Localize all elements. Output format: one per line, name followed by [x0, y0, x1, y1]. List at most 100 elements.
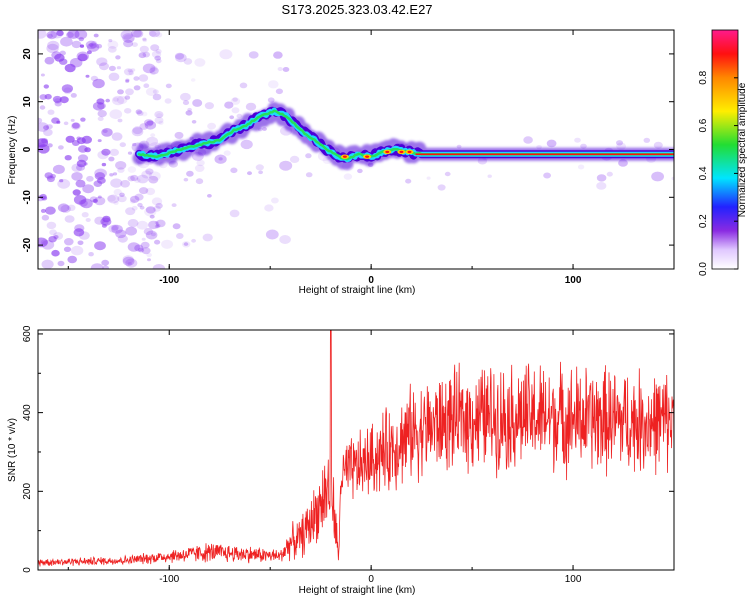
y-tick-label: 20 [22, 48, 33, 60]
noise-blob [63, 246, 72, 252]
noise-blob [123, 68, 134, 76]
noise-blob [275, 88, 283, 95]
noise-blob [596, 174, 607, 182]
noise-blob [224, 101, 234, 109]
noise-blob [444, 171, 451, 177]
noise-blob [54, 53, 65, 62]
noise-blob [191, 238, 197, 243]
noise-blob [277, 67, 283, 71]
noise-blob [151, 197, 163, 206]
noise-blob [132, 126, 143, 135]
y-tick-label: -10 [22, 190, 33, 205]
noise-blob [97, 195, 102, 199]
noise-blob [88, 43, 94, 47]
noise-blob [110, 178, 123, 188]
noise-blob [155, 49, 162, 54]
y-tick-label: 10 [22, 96, 33, 108]
noise-blob [47, 143, 53, 148]
noise-blob [95, 43, 103, 49]
noise-blob [155, 202, 163, 209]
noise-blob [651, 171, 664, 182]
noise-blob [72, 189, 81, 196]
noise-blob [108, 65, 116, 72]
noise-blob [38, 138, 49, 148]
noise-blob [671, 176, 674, 181]
noise-blob [145, 87, 157, 97]
snr-line [38, 330, 674, 567]
colorbar: 0.0 0.2 0.4 0.6 0.8 Normalized spectral ampl… [698, 29, 748, 276]
chart-title: S173.2025.323.03.42.E27 [281, 2, 432, 17]
noise-blob [144, 119, 154, 127]
noise-blob [67, 30, 80, 39]
noise-blob [40, 239, 49, 245]
noise-blob [127, 151, 133, 155]
snr-x-label: Height of straight line (km) [299, 585, 416, 596]
noise-blob [85, 74, 90, 78]
noise-blob [191, 120, 197, 124]
noise-blob [182, 241, 191, 248]
noise-blob [99, 62, 109, 71]
noise-blob [38, 117, 43, 124]
noise-blob [115, 229, 127, 239]
noise-blob [616, 140, 623, 146]
noise-blob [94, 196, 106, 206]
x-tick-label: -100 [159, 275, 179, 286]
noise-blob [116, 95, 128, 105]
noise-blob [151, 50, 162, 58]
noise-blob [149, 31, 157, 37]
noise-blob [51, 51, 62, 60]
noise-blob [174, 131, 184, 139]
noise-blob [119, 192, 125, 197]
noise-blob [77, 154, 89, 163]
noise-blob [136, 110, 144, 116]
noise-blob [47, 33, 53, 39]
noise-blob [130, 174, 139, 182]
snr-plot-area [38, 330, 674, 567]
noise-blob [39, 193, 47, 200]
noise-blob [44, 56, 55, 65]
noise-blob [131, 127, 144, 137]
noise-blob [125, 78, 130, 82]
noise-blob [574, 137, 581, 143]
noise-blob [102, 129, 108, 134]
noise-blob [85, 218, 91, 222]
noise-blob [143, 227, 154, 236]
noise-blob [231, 107, 240, 114]
noise-blob [54, 100, 62, 107]
noise-blob [80, 198, 93, 209]
noise-blob [161, 239, 174, 249]
noise-blob [130, 30, 142, 38]
noise-blob [111, 224, 123, 234]
noise-blob [48, 236, 57, 243]
noise-blob [155, 32, 163, 38]
noise-blob [150, 65, 158, 72]
noise-blob [223, 150, 231, 156]
noise-blob [86, 50, 92, 55]
noise-blob [218, 157, 223, 161]
noise-blob [229, 115, 235, 120]
noise-blob [289, 155, 300, 163]
noise-blob [97, 150, 109, 160]
noise-blob [131, 42, 138, 47]
noise-blob [127, 175, 135, 182]
noise-blob [130, 68, 136, 72]
noise-blob [123, 39, 134, 48]
noise-blob [96, 57, 108, 66]
noise-blob [150, 70, 156, 76]
noise-blob [81, 135, 93, 144]
noise-blob [127, 166, 137, 173]
noise-blob [57, 260, 65, 267]
spectrogram-x-label: Height of straight line (km) [299, 285, 416, 296]
noise-blob [282, 67, 290, 72]
noise-blob [52, 95, 62, 103]
noise-blob [91, 40, 98, 46]
x-tick-label: 100 [565, 574, 582, 585]
noise-blob [135, 109, 142, 115]
ridge-hotspot-core [407, 150, 412, 154]
noise-blob [40, 73, 45, 77]
noise-blob [155, 58, 162, 64]
noise-blob [70, 118, 75, 122]
noise-blob [137, 202, 143, 208]
noise-blob [131, 205, 138, 211]
noise-blob [107, 40, 119, 49]
